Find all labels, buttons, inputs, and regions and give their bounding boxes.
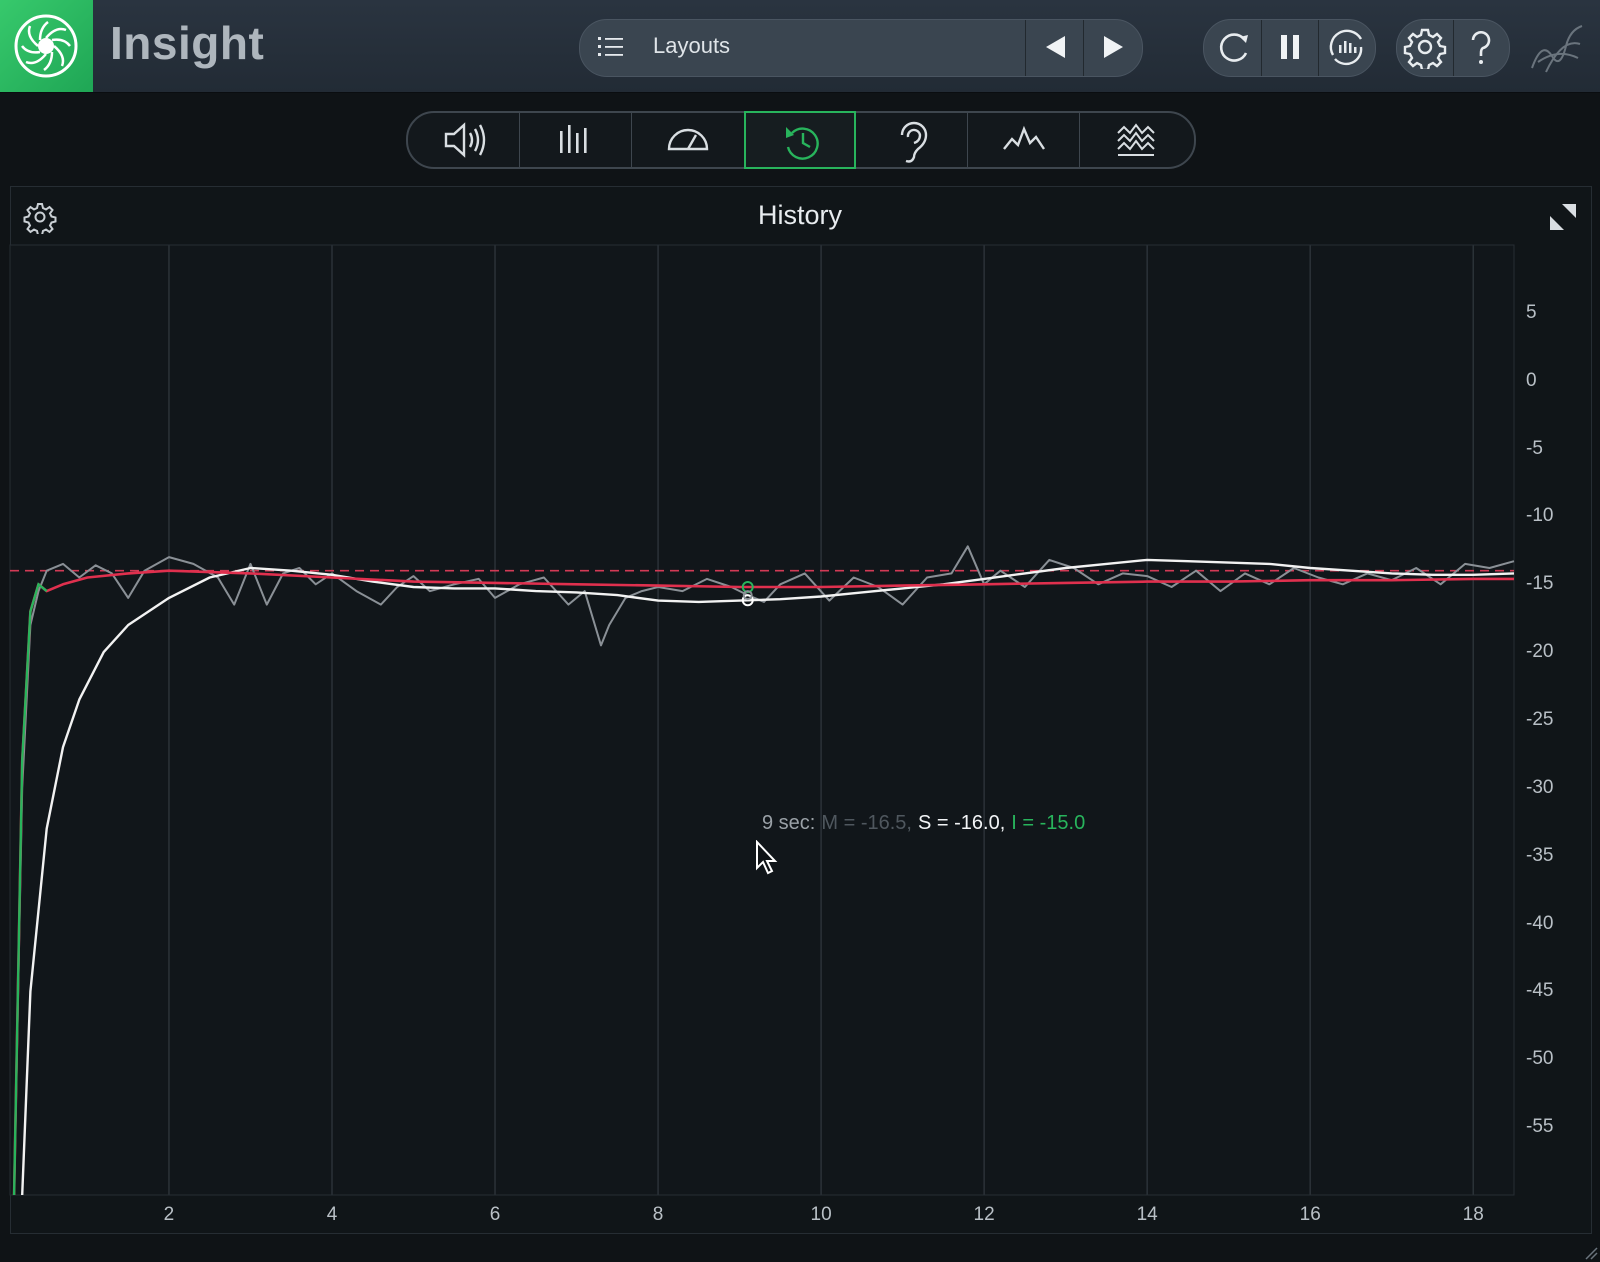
y-tick-label: -15 <box>1526 573 1554 595</box>
layouts-divider <box>1025 20 1026 76</box>
bars-icon <box>560 125 587 153</box>
tab-loudness[interactable] <box>408 111 520 169</box>
gauge-icon <box>667 128 709 151</box>
history-icon <box>786 127 819 160</box>
tab-sound-field[interactable] <box>856 111 968 169</box>
resize-grip-icon[interactable] <box>1582 1244 1598 1260</box>
cursor-readout: 9 sec: M = -16.5, S = -16.0, I = -15.0 <box>762 812 1091 835</box>
pause-icon[interactable] <box>1275 32 1305 62</box>
tab-spectrum[interactable] <box>968 111 1080 169</box>
y-tick-label: -55 <box>1526 1116 1554 1138</box>
panel-settings-icon[interactable] <box>23 200 57 234</box>
app-logo <box>0 0 93 92</box>
app-title: Insight <box>110 17 265 69</box>
x-tick-label: 12 <box>973 1204 995 1225</box>
x-tick-label: 10 <box>810 1204 832 1225</box>
x-tick-label: 2 <box>163 1204 175 1225</box>
y-tick-label: -45 <box>1526 980 1554 1002</box>
transport-divider <box>1261 20 1262 76</box>
tab-divider <box>519 113 520 167</box>
history-plot-area[interactable] <box>10 245 1514 1195</box>
y-tick-label: 0 <box>1526 369 1537 391</box>
spectrogram-icon <box>1117 123 1155 156</box>
x-tick-label: 6 <box>489 1204 501 1225</box>
tab-meter[interactable] <box>632 111 744 169</box>
help-icon[interactable] <box>1466 28 1496 68</box>
readout-time: 9 sec: <box>762 812 816 834</box>
x-tick-label: 8 <box>652 1204 664 1225</box>
readout-short-term: S = -16.0, <box>917 812 1006 834</box>
transport-divider <box>1318 20 1319 76</box>
speaker-icon <box>444 122 486 158</box>
ear-icon <box>900 121 928 163</box>
signature-logo-icon <box>1531 25 1583 73</box>
y-tick-label: -50 <box>1526 1048 1554 1070</box>
reset-icon[interactable] <box>1214 27 1254 67</box>
expand-icon[interactable] <box>1548 202 1578 232</box>
readout-integrated: I = -15.0 <box>1011 812 1086 834</box>
x-tick-label: 14 <box>1136 1204 1158 1225</box>
y-tick-label: -5 <box>1526 437 1543 459</box>
settings-icon[interactable] <box>1403 25 1447 69</box>
menu-icon[interactable] <box>598 35 626 59</box>
spectrum-icon <box>1003 125 1045 150</box>
tab-divider <box>1079 113 1080 167</box>
tab-history[interactable] <box>744 111 856 169</box>
capture-icon[interactable] <box>1325 27 1369 67</box>
tab-divider <box>631 113 632 167</box>
y-tick-label: 5 <box>1526 301 1537 323</box>
y-tick-label: -25 <box>1526 709 1554 730</box>
y-tick-label: -20 <box>1526 641 1554 663</box>
y-tick-label: -30 <box>1526 776 1554 798</box>
readout-momentary: M = -16.5, <box>821 812 912 834</box>
settings-divider <box>1453 20 1454 76</box>
layouts-divider <box>1083 20 1084 76</box>
panel-title: History <box>757 200 842 230</box>
next-icon[interactable] <box>1100 34 1126 60</box>
tab-divider <box>967 113 968 167</box>
y-tick-label: -10 <box>1526 505 1554 527</box>
tab-levels[interactable] <box>520 111 632 169</box>
x-tick-label: 16 <box>1299 1204 1321 1225</box>
layouts-label[interactable]: Layouts <box>653 33 731 58</box>
y-tick-label: -40 <box>1526 912 1554 934</box>
x-tick-label: 4 <box>326 1204 338 1225</box>
y-tick-label: -35 <box>1526 844 1554 866</box>
mouse-cursor-icon <box>756 840 778 875</box>
x-tick-label: 18 <box>1462 1204 1484 1225</box>
logo-swirl-icon <box>14 14 78 78</box>
transport-group <box>1203 19 1376 77</box>
tab-spectrogram[interactable] <box>1080 111 1192 169</box>
previous-icon[interactable] <box>1043 34 1069 60</box>
